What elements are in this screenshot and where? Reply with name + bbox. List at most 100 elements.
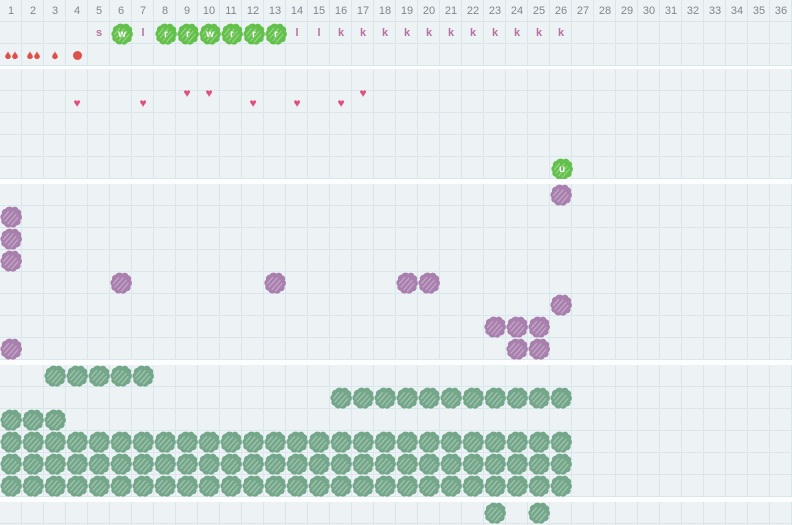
purple-stamp[interactable] bbox=[0, 227, 23, 251]
purple-stamp[interactable] bbox=[0, 249, 23, 273]
observation-stamp[interactable]: r bbox=[154, 22, 178, 46]
green-tally-stamp[interactable] bbox=[197, 430, 221, 454]
heart-icon[interactable]: ♥ bbox=[73, 96, 81, 110]
purple-stamp[interactable] bbox=[549, 293, 573, 317]
green-tally-stamp[interactable] bbox=[65, 452, 89, 476]
green-tally-stamp[interactable] bbox=[373, 430, 397, 454]
purple-stamp[interactable] bbox=[505, 315, 529, 339]
green-tally-stamp[interactable] bbox=[241, 430, 265, 454]
purple-stamp[interactable] bbox=[109, 271, 133, 295]
bleeding-marker[interactable] bbox=[22, 44, 44, 66]
green-tally-stamp[interactable] bbox=[329, 386, 353, 410]
green-tally-stamp[interactable] bbox=[329, 430, 353, 454]
purple-stamp[interactable] bbox=[263, 271, 287, 295]
green-tally-stamp[interactable] bbox=[439, 430, 463, 454]
green-tally-stamp[interactable] bbox=[351, 452, 375, 476]
observation-stamp[interactable]: w bbox=[110, 22, 134, 46]
observation-stamp[interactable]: r bbox=[220, 22, 244, 46]
observation-letter[interactable]: l bbox=[295, 27, 299, 39]
green-tally-stamp[interactable] bbox=[351, 386, 375, 410]
observation-stamp[interactable]: w bbox=[198, 22, 222, 46]
green-tally-stamp[interactable] bbox=[483, 430, 507, 454]
observation-letter[interactable]: k bbox=[491, 27, 499, 39]
green-tally-stamp[interactable] bbox=[21, 452, 45, 476]
green-tally-stamp[interactable] bbox=[87, 364, 111, 388]
green-tally-stamp[interactable] bbox=[351, 430, 375, 454]
green-tally-stamp[interactable] bbox=[373, 452, 397, 476]
green-tally-stamp[interactable] bbox=[109, 430, 133, 454]
purple-stamp[interactable] bbox=[505, 337, 529, 361]
green-tally-stamp[interactable] bbox=[219, 474, 243, 498]
green-tally-stamp[interactable] bbox=[373, 474, 397, 498]
green-tally-stamp[interactable] bbox=[505, 386, 529, 410]
green-tally-stamp[interactable] bbox=[175, 430, 199, 454]
green-tally-stamp[interactable] bbox=[505, 452, 529, 476]
bleeding-marker[interactable] bbox=[0, 44, 22, 66]
observation-letter[interactable]: k bbox=[447, 27, 455, 39]
green-tally-stamp[interactable] bbox=[109, 452, 133, 476]
green-tally-stamp[interactable] bbox=[483, 452, 507, 476]
green-stamp[interactable]: u bbox=[550, 157, 574, 181]
green-tally-stamp[interactable] bbox=[0, 452, 23, 476]
green-tally-stamp[interactable] bbox=[461, 474, 485, 498]
green-tally-stamp[interactable] bbox=[43, 364, 67, 388]
green-tally-stamp[interactable] bbox=[461, 430, 485, 454]
green-tally-stamp[interactable] bbox=[21, 474, 45, 498]
purple-stamp[interactable] bbox=[417, 271, 441, 295]
green-tally-stamp[interactable] bbox=[461, 386, 485, 410]
green-tally-stamp[interactable] bbox=[549, 474, 573, 498]
green-tally-stamp[interactable] bbox=[307, 474, 331, 498]
green-tally-stamp[interactable] bbox=[263, 452, 287, 476]
green-tally-stamp[interactable] bbox=[0, 474, 23, 498]
green-tally-stamp[interactable] bbox=[483, 386, 507, 410]
purple-stamp[interactable] bbox=[0, 337, 23, 361]
observation-letter[interactable]: k bbox=[557, 27, 565, 39]
green-tally-stamp[interactable] bbox=[395, 452, 419, 476]
green-tally-stamp[interactable] bbox=[329, 474, 353, 498]
heart-icon[interactable]: ♥ bbox=[249, 96, 257, 110]
purple-stamp[interactable] bbox=[483, 315, 507, 339]
observation-letter[interactable]: k bbox=[425, 27, 433, 39]
green-tally-stamp[interactable] bbox=[219, 452, 243, 476]
green-tally-stamp[interactable] bbox=[0, 430, 23, 454]
green-tally-stamp[interactable] bbox=[175, 474, 199, 498]
green-tally-stamp[interactable] bbox=[21, 408, 45, 432]
green-tally-stamp[interactable] bbox=[527, 386, 551, 410]
green-tally-stamp[interactable] bbox=[43, 430, 67, 454]
green-tally-stamp[interactable] bbox=[197, 452, 221, 476]
green-tally-stamp[interactable] bbox=[527, 430, 551, 454]
green-tally-stamp[interactable] bbox=[87, 452, 111, 476]
green-tally-stamp[interactable] bbox=[373, 386, 397, 410]
green-tally-stamp[interactable] bbox=[549, 386, 573, 410]
observation-letter[interactable]: k bbox=[469, 27, 477, 39]
green-tally-stamp[interactable] bbox=[285, 430, 309, 454]
green-tally-stamp[interactable] bbox=[549, 452, 573, 476]
green-tally-stamp[interactable] bbox=[43, 408, 67, 432]
green-tally-stamp[interactable] bbox=[197, 474, 221, 498]
green-tally-stamp[interactable] bbox=[461, 452, 485, 476]
green-tally-stamp[interactable] bbox=[285, 474, 309, 498]
green-tally-stamp[interactable] bbox=[417, 474, 441, 498]
green-tally-stamp[interactable] bbox=[527, 474, 551, 498]
green-tally-stamp[interactable] bbox=[483, 474, 507, 498]
green-tally-stamp[interactable] bbox=[65, 474, 89, 498]
green-tally-stamp[interactable] bbox=[109, 474, 133, 498]
green-tally-stamp[interactable] bbox=[21, 430, 45, 454]
green-tally-stamp[interactable] bbox=[307, 452, 331, 476]
green-tally-stamp[interactable] bbox=[0, 408, 23, 432]
green-tally-stamp[interactable] bbox=[395, 474, 419, 498]
green-tally-stamp[interactable] bbox=[131, 474, 155, 498]
heart-icon[interactable]: ♥ bbox=[359, 86, 367, 100]
green-tally-stamp[interactable] bbox=[351, 474, 375, 498]
green-tally-stamp[interactable] bbox=[549, 430, 573, 454]
green-tally-stamp[interactable] bbox=[527, 501, 551, 525]
green-tally-stamp[interactable] bbox=[417, 386, 441, 410]
green-tally-stamp[interactable] bbox=[285, 452, 309, 476]
observation-letter[interactable]: s bbox=[95, 27, 103, 39]
purple-stamp[interactable] bbox=[527, 315, 551, 339]
green-tally-stamp[interactable] bbox=[109, 364, 133, 388]
green-tally-stamp[interactable] bbox=[263, 430, 287, 454]
purple-stamp[interactable] bbox=[0, 205, 23, 229]
green-tally-stamp[interactable] bbox=[439, 474, 463, 498]
green-tally-stamp[interactable] bbox=[395, 386, 419, 410]
